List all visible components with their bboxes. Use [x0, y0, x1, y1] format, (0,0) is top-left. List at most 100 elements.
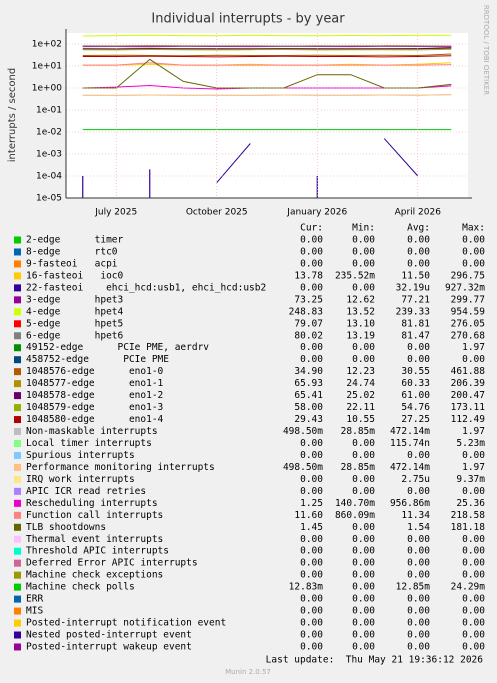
legend-swatch: [14, 463, 21, 471]
legend-stat: 0.00: [352, 474, 375, 485]
legend-stat: 0.00: [300, 450, 323, 461]
legend-swatch: [14, 416, 21, 424]
chart-title: Individual interrupts - by year: [151, 12, 345, 27]
legend-stat: 0.00: [407, 558, 430, 569]
legend-stat: 140.70m: [335, 498, 375, 509]
y-tick-label: 1e-01: [36, 105, 62, 115]
legend-stat: 0.00: [352, 630, 375, 641]
legend-stat: 13.78: [294, 270, 323, 281]
legend-stat: 115.74n: [390, 438, 430, 449]
legend-swatch: [14, 643, 21, 651]
legend-stat: 0.00: [300, 618, 323, 629]
legend-label: ERR: [26, 594, 43, 605]
legend-label: 22-fasteoi ehci_hcd:usb1, ehci_hcd:usb2: [26, 282, 266, 293]
legend-stat: 12.23: [346, 366, 375, 377]
y-tick-label: 1e-02: [36, 127, 62, 137]
legend-swatch: [14, 547, 21, 555]
legend-stat: 1.97: [462, 426, 485, 437]
legend-label: Machine check polls: [26, 582, 135, 593]
legend-stat: 0.00: [407, 450, 430, 461]
legend-stat: 1.45: [300, 522, 323, 533]
legend-label: Thermal event interrupts: [26, 534, 163, 545]
legend-swatch: [14, 451, 21, 459]
legend-stat: 472.14m: [390, 462, 430, 473]
legend-swatch: [14, 344, 21, 352]
legend-stat: 0.00: [407, 235, 430, 246]
legend-label: 1048577-edge eno1-1: [26, 378, 164, 389]
legend-stat: 0.00: [407, 354, 430, 365]
legend-stat: 0.00: [407, 534, 430, 545]
legend-stat: 0.00: [462, 235, 485, 246]
legend-stat: 0.00: [300, 342, 323, 353]
legend-label: Non-maskable interrupts: [26, 426, 158, 437]
legend-swatch: [14, 272, 21, 280]
legend-stat: 0.00: [462, 486, 485, 497]
legend-stat: 0.00: [300, 594, 323, 605]
legend-stat: 0.00: [352, 342, 375, 353]
legend-stat: 24.74: [346, 378, 375, 389]
legend-stat: 0.00: [407, 486, 430, 497]
legend-stat: 1.25: [300, 498, 323, 509]
legend-stat: 0.00: [300, 558, 323, 569]
legend-stat: 0.00: [300, 630, 323, 641]
legend-stat: 0.00: [462, 594, 485, 605]
legend-stat: 0.00: [300, 606, 323, 617]
legend-stat: 276.05: [451, 318, 485, 329]
legend-stat: 0.00: [300, 641, 323, 652]
legend-label: 9-fasteoi acpi: [26, 258, 118, 269]
legend-stat: 81.81: [401, 318, 430, 329]
legend-label: Function call interrupts: [26, 510, 163, 521]
legend-label: Nested posted-interrupt event: [26, 630, 192, 641]
legend-stat: 29.43: [294, 414, 323, 425]
legend-label: 1048576-edge eno1-0: [26, 366, 164, 377]
legend-swatch: [14, 368, 21, 376]
legend-label: Posted-interrupt wakeup event: [26, 641, 192, 652]
legend-label: 6-edge hpet6: [26, 330, 124, 341]
legend-label: Performance monitoring interrupts: [26, 462, 215, 473]
series-line: [82, 94, 452, 96]
legend-stat: 0.00: [352, 246, 375, 257]
legend-stat: 0.00: [300, 486, 323, 497]
legend-stat: 0.00: [462, 246, 485, 257]
legend-stat: 299.77: [451, 294, 485, 305]
legend-stat: 461.88: [451, 366, 486, 377]
legend-stat: 10.55: [346, 414, 375, 425]
y-tick-label: 1e-04: [36, 171, 62, 181]
legend-swatch: [14, 356, 21, 364]
legend-stat: 0.00: [300, 438, 323, 449]
legend-label: Spurious interrupts: [26, 450, 135, 461]
legend-column-header: Min:: [352, 223, 375, 234]
legend-column-header: Max:: [462, 223, 485, 234]
legend-stat: 73.25: [294, 294, 323, 305]
legend-stat: 11.50: [401, 270, 430, 281]
legend-stat: 28.85m: [341, 426, 376, 437]
series-line: [82, 34, 452, 37]
legend-stat: 0.00: [462, 618, 485, 629]
legend-stat: 927.32m: [445, 282, 485, 293]
legend-stat: 0.00: [407, 258, 430, 269]
legend-stat: 0.00: [462, 558, 485, 569]
legend-stat: 0.00: [352, 618, 375, 629]
legend-stat: 12.62: [346, 294, 375, 305]
legend-stat: 28.85m: [341, 462, 376, 473]
legend-stat: 13.52: [346, 306, 375, 317]
legend-label: 49152-edge PCIe PME, aerdrv: [26, 342, 209, 353]
legend-swatch: [14, 523, 21, 531]
legend-stat: 0.00: [300, 246, 323, 257]
legend-swatch: [14, 511, 21, 519]
legend-label: 16-fasteoi ioc0: [26, 270, 124, 281]
legend-label: IRQ work interrupts: [26, 474, 135, 485]
legend-stat: 0.00: [407, 546, 430, 557]
legend-label: TLB shootdowns: [26, 522, 106, 533]
legend-stat: 0.00: [462, 630, 485, 641]
legend-stat: 0.00: [352, 235, 375, 246]
legend-label: 2-edge timer: [26, 235, 124, 246]
legend-label: Threshold APIC interrupts: [26, 546, 169, 557]
legend-label: 3-edge hpet3: [26, 294, 123, 305]
last-update: Last update: Thu May 21 19:36:12 2026: [266, 655, 484, 666]
legend-stat: 0.00: [300, 354, 323, 365]
legend-label: Deferred Error APIC interrupts: [26, 558, 198, 569]
legend-label: MIS: [26, 606, 43, 617]
series-line: [383, 138, 419, 177]
legend-swatch: [14, 260, 21, 268]
